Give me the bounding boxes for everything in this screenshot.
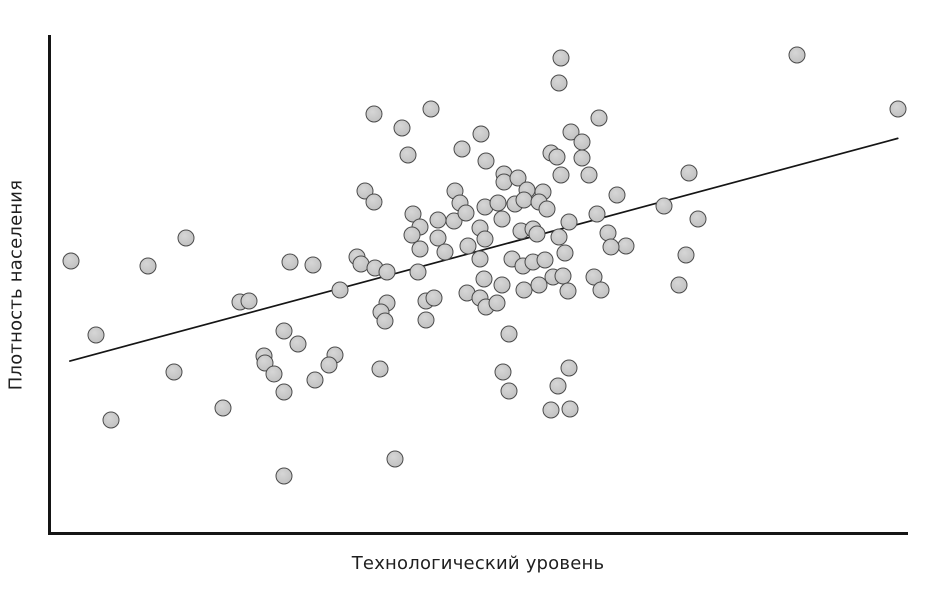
scatter-point (560, 359, 578, 377)
scatter-point (493, 210, 511, 228)
scatter-point (580, 166, 598, 184)
scatter-point (500, 382, 518, 400)
scatter-point (352, 255, 370, 273)
scatter-point (304, 256, 322, 274)
scatter-point (436, 243, 454, 261)
scatter-point (550, 74, 568, 92)
scatter-point (289, 335, 307, 353)
scatter-point (139, 257, 157, 275)
scatter-point (422, 100, 440, 118)
scatter-point (655, 197, 673, 215)
scatter-point (536, 251, 554, 269)
scatter-point (495, 173, 513, 191)
scatter-point (457, 204, 475, 222)
scatter-point (554, 267, 572, 285)
scatter-point (475, 270, 493, 288)
scatter-point (453, 140, 470, 158)
scatter-point (331, 281, 349, 299)
scatter-point (403, 226, 421, 244)
scatter-point (471, 250, 489, 268)
scatter-point (376, 312, 394, 330)
scatter-point (177, 229, 195, 247)
scatter-point (500, 325, 518, 343)
scatter-point (608, 186, 626, 204)
scatter-point (530, 276, 548, 294)
scatter-point (476, 230, 494, 248)
scatter-point (542, 401, 560, 419)
scatter-point (560, 213, 578, 231)
scatter-point (320, 356, 338, 374)
scatter-point (306, 371, 324, 389)
scatter-point (552, 166, 570, 184)
scatter-point (214, 399, 232, 417)
scatter-point (548, 148, 566, 166)
scatter-point (399, 146, 417, 164)
scatter-point (165, 363, 183, 381)
scatter-point (670, 276, 688, 294)
scatter-point (240, 292, 258, 310)
scatter-point (386, 450, 404, 468)
scatter-point (477, 152, 495, 170)
scatter-point (561, 400, 579, 418)
scatter-point (599, 224, 617, 242)
scatter-point (556, 244, 574, 262)
scatter-point (590, 109, 608, 127)
scatter-point (488, 294, 506, 312)
scatter-point (538, 200, 556, 218)
scatter-point (573, 133, 591, 151)
scatter-point (550, 228, 568, 246)
scatter-point (549, 377, 567, 395)
scatter-point (417, 311, 434, 329)
scatter-point (493, 276, 511, 294)
y-axis-label: Плотность населения (5, 179, 27, 391)
scatter-point (87, 326, 105, 344)
scatter-point (476, 198, 494, 216)
plot-area (48, 35, 908, 535)
scatter-point (102, 411, 120, 429)
scatter-point (788, 46, 806, 64)
scatter-point (425, 289, 443, 307)
scatter-point (459, 237, 477, 255)
scatter-point (602, 238, 620, 256)
scatter-point (889, 100, 907, 118)
scatter-point (265, 365, 283, 383)
scatter-point (62, 252, 80, 270)
scatter-point (489, 194, 507, 212)
scatter-point (275, 383, 293, 401)
scatter-point (617, 237, 635, 255)
scatter-point (592, 281, 610, 299)
x-axis-label: Технологический уровень (351, 553, 605, 574)
scatter-point (378, 263, 396, 281)
trend-line (51, 35, 908, 532)
scatter-point (677, 246, 695, 264)
scatter-point (494, 363, 512, 381)
scatter-point (393, 119, 411, 137)
scatter-point (552, 49, 570, 67)
scatter-point (515, 191, 533, 209)
scatter-point (689, 210, 707, 228)
scatter-point (365, 193, 383, 211)
scatter-point (588, 205, 606, 223)
scatter-point (409, 263, 427, 281)
scatter-point (365, 105, 383, 123)
scatter-point (275, 467, 293, 485)
scatter-point (404, 205, 422, 223)
scatter-point (680, 164, 698, 182)
scatter-point (281, 253, 299, 271)
scatter-point (573, 149, 591, 167)
scatter-point (528, 225, 546, 243)
scatter-point (371, 360, 389, 378)
scatter-point (275, 322, 293, 340)
scatter-point (559, 282, 577, 300)
scatter-point (472, 125, 490, 143)
scatter-point (411, 240, 428, 258)
